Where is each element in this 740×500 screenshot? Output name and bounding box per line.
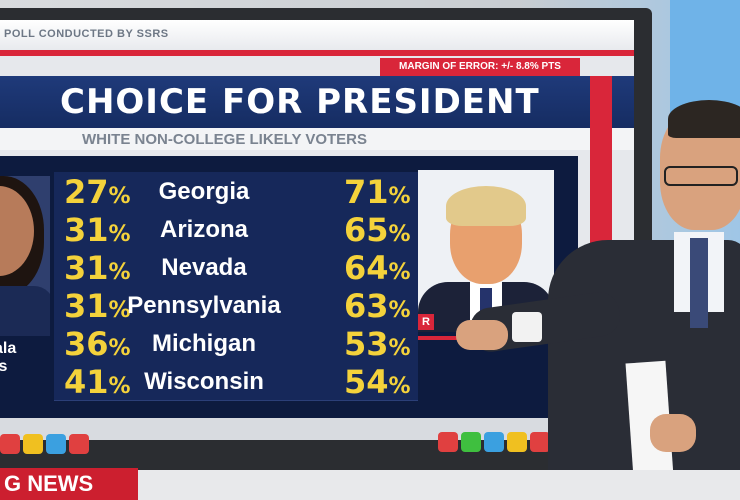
state-name: Nevada <box>161 254 247 281</box>
result-row: 27% Georgia 71% <box>54 172 418 211</box>
party-badge: R <box>418 314 434 330</box>
result-row: 31% Nevada 64% <box>54 248 418 287</box>
poll-credit: POLL CONDUCTED BY SSRS <box>4 28 169 40</box>
graphic-title: CHOICE FOR PRESIDENT <box>60 82 540 122</box>
result-row: 36% Michigan 53% <box>54 324 418 363</box>
presenter-hair <box>668 100 740 138</box>
news-ticker: G NEWS <box>0 468 138 500</box>
left-candidate-percent: 41% <box>64 363 131 401</box>
console-button <box>461 432 481 452</box>
left-candidate-name: ala is <box>0 338 50 386</box>
state-name: Pennsylvania <box>127 292 281 319</box>
left-candidate-percent: 31% <box>64 211 131 249</box>
state-name: Wisconsin <box>144 368 264 395</box>
graphic-subtitle: WHITE NON-COLLEGE LIKELY VOTERS <box>82 131 368 148</box>
right-candidate-percent: 71% <box>344 173 411 211</box>
right-candidate-percent: 53% <box>344 325 411 363</box>
left-candidate-percent: 31% <box>64 287 131 325</box>
left-candidate-percent: 31% <box>64 249 131 287</box>
left-console-buttons <box>0 434 92 459</box>
red-accent-line <box>0 50 634 56</box>
right-red-bar <box>590 76 612 276</box>
state-name: Arizona <box>159 216 248 243</box>
margin-of-error-badge: MARGIN OF ERROR: +/- 8.8% PTS <box>380 58 580 76</box>
left-candidate-percent: 27% <box>64 173 131 211</box>
right-candidate-percent: 54% <box>344 363 411 401</box>
console-button <box>484 432 504 452</box>
ticker-band <box>138 470 740 500</box>
right-candidate-percent: 63% <box>344 287 411 325</box>
presenter-tie <box>690 238 708 328</box>
left-candidate-percent: 36% <box>64 325 131 363</box>
presenter-hand <box>650 414 696 452</box>
presenter-cuff <box>512 312 542 342</box>
results-grid: 27% Georgia 71% 31% Arizona 65% 31% Nevada 64% 31… <box>0 156 578 418</box>
presenter-glasses <box>664 166 738 186</box>
result-row: 41% Wisconsin 54% <box>54 362 418 401</box>
top-bar <box>0 20 634 50</box>
console-button <box>23 434 43 454</box>
console-button <box>507 432 527 452</box>
right-candidate-percent: 64% <box>344 249 411 287</box>
right-candidate-percent: 65% <box>344 211 411 249</box>
poll-graphic-screen: POLL CONDUCTED BY SSRS MARGIN OF ERROR: … <box>0 20 634 440</box>
console-button <box>69 434 89 454</box>
state-name: Georgia <box>158 178 250 205</box>
console-button <box>46 434 66 454</box>
result-row: 31% Arizona 65% <box>54 210 418 249</box>
subtitle-band <box>0 128 634 150</box>
result-row: 31% Pennsylvania 63% <box>54 286 418 325</box>
state-name: Michigan <box>151 330 256 357</box>
left-candidate-photo <box>0 176 50 336</box>
presenter-pointing-hand <box>456 320 508 350</box>
console-button <box>530 432 550 452</box>
right-console-buttons <box>438 432 553 457</box>
title-band <box>0 76 634 136</box>
console-button <box>438 432 458 452</box>
console-button <box>0 434 20 454</box>
